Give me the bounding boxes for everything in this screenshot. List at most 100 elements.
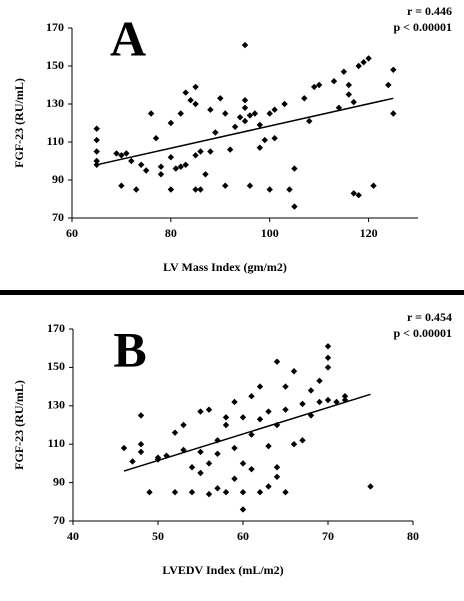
panel-separator xyxy=(0,290,464,295)
point xyxy=(222,414,230,421)
x-axis-label: LV Mass Index (gm/m2) xyxy=(163,260,287,274)
point xyxy=(222,110,229,117)
point xyxy=(197,408,204,415)
point xyxy=(137,412,145,419)
point xyxy=(324,343,332,350)
y-tick-label: 130 xyxy=(46,96,64,110)
point xyxy=(273,473,281,481)
point xyxy=(256,489,264,496)
point xyxy=(360,59,367,66)
point xyxy=(177,110,184,117)
point xyxy=(197,448,204,456)
trend-line xyxy=(96,97,394,166)
point xyxy=(315,81,323,89)
point xyxy=(231,398,238,406)
annotation: p < 0.00001 xyxy=(393,20,452,34)
point xyxy=(256,383,264,390)
point xyxy=(202,171,209,178)
point xyxy=(188,464,196,471)
point xyxy=(271,135,278,142)
point xyxy=(266,186,273,193)
point xyxy=(256,121,264,129)
point xyxy=(282,406,289,413)
point xyxy=(192,100,199,108)
point xyxy=(291,165,298,172)
point xyxy=(207,106,214,113)
point xyxy=(370,182,377,189)
point xyxy=(239,506,247,513)
point xyxy=(177,163,184,170)
point xyxy=(171,429,179,436)
panel-label: B xyxy=(113,321,146,377)
point xyxy=(299,400,306,408)
point xyxy=(301,95,308,102)
point xyxy=(248,393,255,400)
point xyxy=(142,167,150,174)
point xyxy=(157,163,165,170)
point xyxy=(197,148,204,155)
x-tick-label: 60 xyxy=(66,226,78,240)
point xyxy=(137,448,145,456)
x-tick-label: 50 xyxy=(152,529,164,543)
point xyxy=(241,117,249,125)
point xyxy=(192,152,199,159)
point xyxy=(241,41,249,49)
point xyxy=(316,398,323,406)
point xyxy=(146,489,153,496)
point xyxy=(231,444,238,452)
y-tick-label: 70 xyxy=(52,210,64,224)
point xyxy=(265,483,272,490)
y-tick-label: 170 xyxy=(47,321,65,335)
x-axis-label: LVEDV Index (mL/m2) xyxy=(162,563,283,577)
point xyxy=(299,437,306,444)
point xyxy=(291,203,298,210)
point xyxy=(192,186,199,193)
point xyxy=(256,416,264,423)
point xyxy=(138,161,145,168)
y-axis-label: FGF-23 (RU/mL) xyxy=(12,380,26,470)
point xyxy=(324,396,332,404)
point xyxy=(239,414,247,421)
point xyxy=(222,182,229,189)
point xyxy=(118,152,125,159)
y-tick-label: 170 xyxy=(46,20,64,34)
point xyxy=(197,469,204,477)
point xyxy=(133,186,140,193)
point xyxy=(157,171,165,178)
point xyxy=(182,161,189,168)
point xyxy=(180,446,187,454)
point xyxy=(265,408,272,415)
point xyxy=(345,91,352,98)
point xyxy=(341,393,349,400)
point xyxy=(222,489,230,496)
point xyxy=(147,110,155,117)
point xyxy=(205,406,213,413)
point xyxy=(324,354,332,361)
point xyxy=(307,387,315,394)
point xyxy=(113,150,120,157)
annotation: p < 0.00001 xyxy=(393,326,452,340)
x-tick-label: 70 xyxy=(322,529,334,543)
y-tick-label: 90 xyxy=(52,172,64,186)
point xyxy=(214,437,221,444)
point xyxy=(241,104,249,111)
trend-line xyxy=(123,393,371,472)
point xyxy=(324,364,332,371)
point xyxy=(282,383,289,390)
point xyxy=(385,81,392,89)
point xyxy=(266,110,273,117)
point xyxy=(231,475,238,482)
point xyxy=(290,441,298,448)
point xyxy=(241,97,249,104)
point xyxy=(205,460,213,467)
point xyxy=(271,106,278,113)
point xyxy=(251,110,259,117)
point xyxy=(390,66,397,73)
point xyxy=(214,450,221,457)
point xyxy=(205,490,213,498)
x-tick-label: 100 xyxy=(261,226,279,240)
point xyxy=(246,182,254,189)
point xyxy=(188,489,196,496)
x-tick-label: 80 xyxy=(407,529,419,543)
y-tick-label: 150 xyxy=(47,359,65,373)
